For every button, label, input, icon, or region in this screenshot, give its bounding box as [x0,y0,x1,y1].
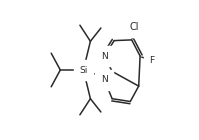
Text: Si: Si [79,66,88,74]
Text: F: F [149,56,155,65]
Text: N: N [101,52,108,60]
Text: N: N [101,75,108,84]
Text: Cl: Cl [130,22,139,32]
